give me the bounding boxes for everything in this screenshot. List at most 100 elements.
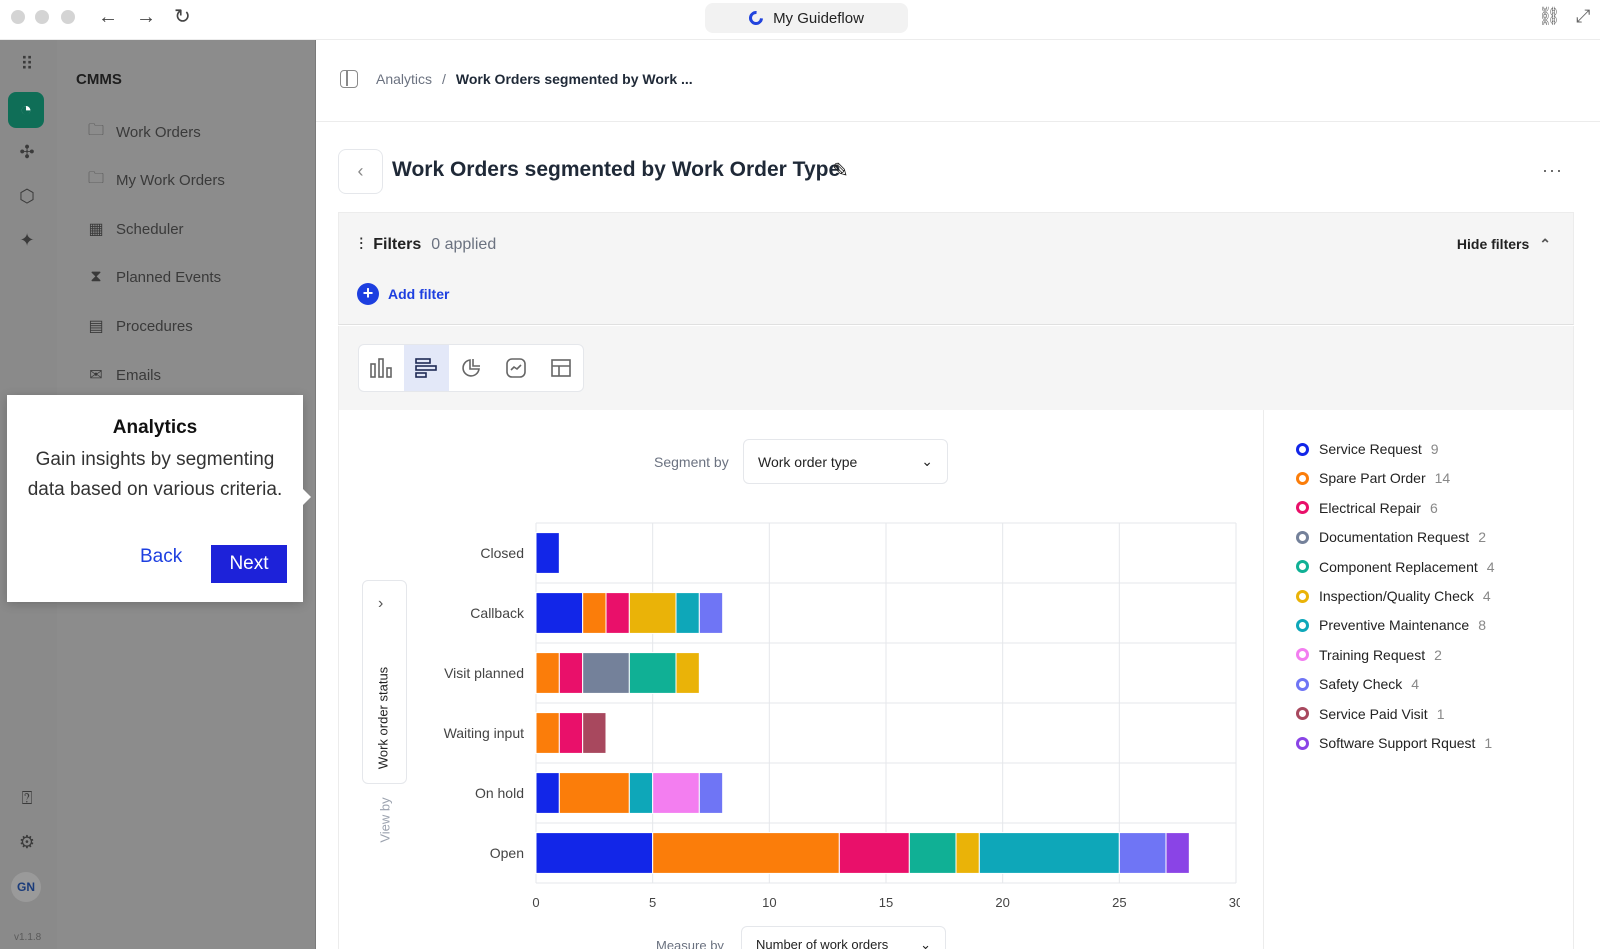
legend-count: 2 (1478, 529, 1486, 546)
sidebar-item-planned-events[interactable]: ⧗ Planned Events (86, 265, 221, 289)
sidebar-item-label: Procedures (116, 317, 193, 335)
more-options-button[interactable]: ··· (1542, 160, 1563, 180)
bar-segment (838, 832, 910, 874)
hide-filters-label: Hide filters (1456, 236, 1530, 252)
legend-swatch (1296, 618, 1309, 632)
legend-item[interactable]: Electrical Repair 6 (1296, 500, 1438, 516)
calendar-icon: ▦ (88, 221, 104, 238)
legend-item[interactable]: Documentation Request 2 (1296, 529, 1486, 545)
legend-count: 2 (1434, 646, 1442, 663)
chevron-left-icon: ‹ (357, 161, 364, 181)
link-icon[interactable]: ⛓ (1538, 6, 1561, 26)
reload-icon[interactable]: ↻ (174, 6, 191, 28)
analytics-rail-icon[interactable]: ◔ (8, 92, 44, 128)
legend-count: 6 (1429, 499, 1438, 516)
forward-arrow-icon[interactable]: → (136, 6, 156, 28)
column-chart-icon[interactable] (359, 345, 404, 391)
mail-icon: ✉ (89, 367, 103, 384)
tooltip-back-button[interactable]: Back (140, 546, 183, 567)
help-icon[interactable]: ⍰ (21, 788, 33, 808)
x-tick-label: 20 (995, 895, 1009, 910)
legend-item[interactable]: Training Request 2 (1296, 647, 1442, 663)
breadcrumb: Analytics / Work Orders segmented by Wor… (340, 70, 693, 88)
window-close-dot[interactable] (11, 10, 25, 24)
legend-count: 4 (1411, 676, 1420, 693)
settings-gear-icon[interactable]: ⚙ (18, 832, 36, 852)
sidebar-item-label: Emails (116, 366, 162, 384)
3d-icon[interactable]: ⬡ (19, 186, 35, 206)
legend-item[interactable]: Component Replacement 4 (1296, 559, 1495, 575)
user-avatar[interactable]: GN (11, 872, 41, 902)
sidebar-item-emails[interactable]: ✉ Emails (86, 363, 161, 387)
bar-segment (978, 832, 1120, 874)
add-filter-button[interactable]: + Add filter (357, 283, 449, 305)
view-by-select[interactable]: › (362, 580, 407, 784)
bar-segment (652, 772, 700, 814)
legend-label: Software Support Rquest (1319, 735, 1476, 751)
bar-segment (582, 712, 607, 754)
sidebar-item-label: Scheduler (116, 220, 184, 238)
page-title: Work Orders segmented by Work Order Type (392, 158, 841, 181)
y-category-label: Callback (470, 605, 525, 621)
legend-item[interactable]: Service Paid Visit 1 (1296, 706, 1444, 722)
filters-header: ⫶ Filters 0 applied (359, 235, 496, 255)
view-by-label: View by (377, 797, 393, 843)
hourglass-icon: ⧗ (90, 268, 102, 285)
sidebar-item-work-orders[interactable]: 🗀 Work Orders (86, 120, 201, 144)
apps-grid-icon[interactable]: ⠿ (20, 54, 34, 74)
bar-segment (582, 592, 607, 634)
back-arrow-icon[interactable]: ← (98, 6, 118, 28)
bar-segment (652, 832, 840, 874)
legend-swatch (1296, 560, 1309, 574)
guideflow-logo-icon (746, 8, 766, 28)
bar-segment (558, 712, 584, 754)
bar-segment (535, 592, 584, 634)
window-maximize-dot[interactable] (61, 10, 75, 24)
segment-by-select[interactable]: Work order type ⌄ (743, 439, 948, 484)
legend-item[interactable]: Spare Part Order 14 (1296, 470, 1450, 486)
legend-label: Documentation Request (1319, 529, 1470, 546)
sidebar-item-procedures[interactable]: ▤ Procedures (86, 314, 193, 338)
legend-count: 9 (1430, 441, 1439, 457)
bar-segment (535, 652, 560, 694)
table-icon[interactable] (538, 345, 583, 391)
y-category-label: Closed (480, 545, 524, 561)
legend-label: Service Request (1319, 441, 1422, 457)
network-icon[interactable]: ✣ (19, 142, 35, 162)
hide-filters-button[interactable]: Hide filters ⌃ (1457, 236, 1551, 253)
legend-item[interactable]: Software Support Rquest 1 (1296, 735, 1492, 751)
sidebar-item-my-work-orders[interactable]: 🗀 My Work Orders (86, 168, 225, 192)
tooltip-body: Gain insights by segmenting data based o… (27, 449, 283, 500)
window-minimize-dot[interactable] (35, 10, 49, 24)
legend-swatch (1296, 677, 1309, 691)
line-chart-icon[interactable] (493, 345, 538, 391)
edit-pencil-icon[interactable]: ✎ (832, 160, 849, 182)
breadcrumb-analytics-link[interactable]: Analytics (376, 71, 433, 87)
header-divider (316, 121, 1600, 122)
measure-by-select[interactable]: Number of work orders ⌄ (741, 926, 946, 949)
bar-segment (535, 712, 560, 754)
legend-swatch (1296, 501, 1309, 515)
bar-segment (675, 592, 700, 634)
x-tick-label: 10 (762, 895, 776, 910)
y-category-label: On hold (475, 785, 524, 801)
sidebar-toggle-icon[interactable] (340, 70, 358, 88)
expand-icon[interactable]: ⤢ (1576, 6, 1591, 26)
legend-item[interactable]: Service Request 9 (1296, 441, 1439, 457)
tooltip-next-button[interactable]: Next (211, 545, 287, 583)
bar-segment (698, 772, 724, 814)
legend-item[interactable]: Preventive Maintenance 8 (1296, 617, 1486, 633)
pie-chart-icon[interactable] (449, 345, 494, 391)
measure-by-label: Measure by (656, 938, 724, 949)
bar-segment (582, 652, 630, 694)
sparkle-icon[interactable]: ✦ (19, 230, 35, 250)
legend-item[interactable]: Inspection/Quality Check 4 (1296, 588, 1491, 604)
bar-chart-icon[interactable] (403, 345, 449, 391)
x-tick-label: 15 (879, 895, 893, 910)
page-back-button[interactable]: ‹ (338, 149, 383, 194)
bar-segment (558, 772, 630, 814)
sidebar-item-scheduler[interactable]: ▦ Scheduler (86, 217, 184, 241)
browser-tab[interactable]: My Guideflow (705, 3, 908, 33)
folder-user-icon: 🗀 (87, 169, 104, 187)
legend-item[interactable]: Safety Check 4 (1296, 676, 1419, 692)
